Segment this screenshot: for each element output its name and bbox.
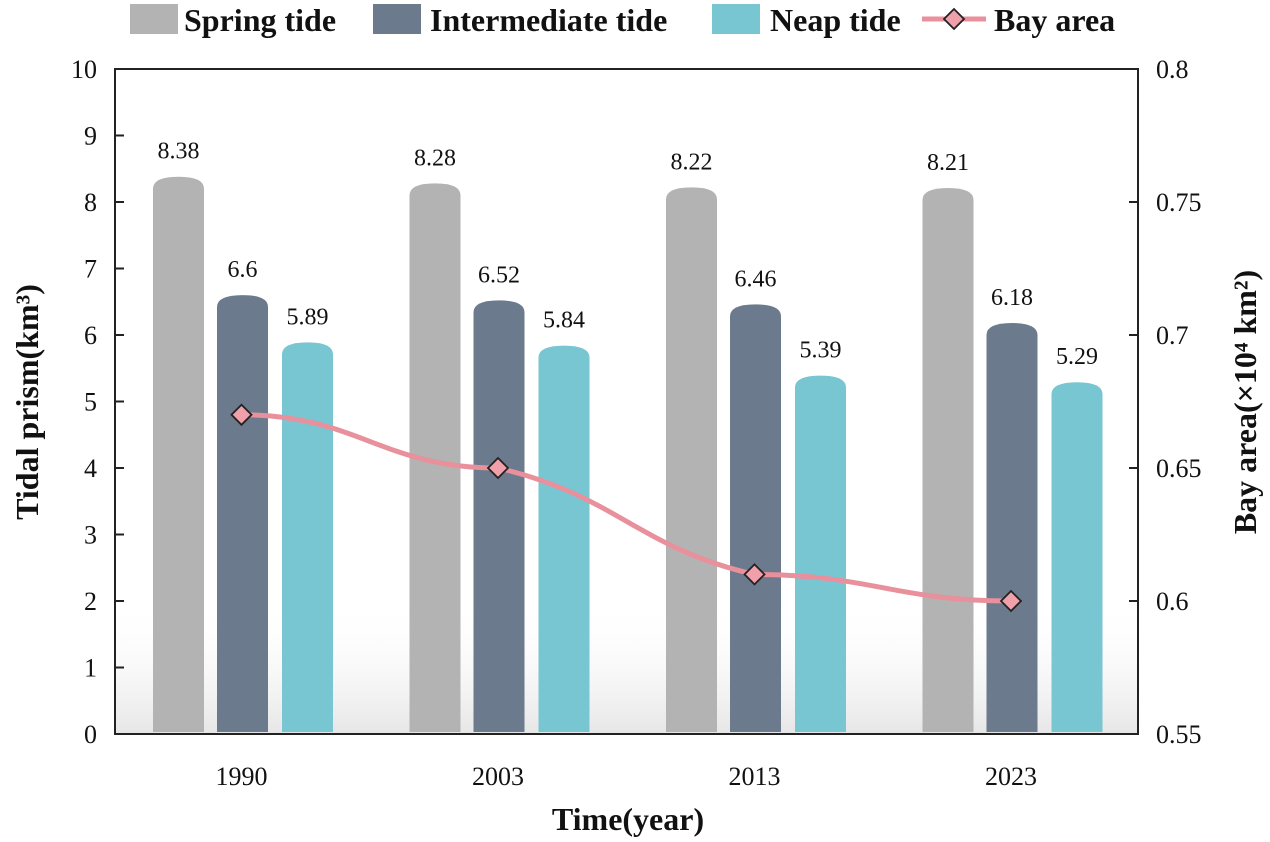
y-tick-label-9: 9 — [84, 122, 97, 151]
y-tick-label-8: 8 — [84, 188, 97, 217]
y-tick-label-2: 2 — [84, 587, 97, 616]
bar-neap-tide-2023 — [1051, 382, 1103, 732]
legend-label-bay-area: Bay area — [994, 2, 1115, 38]
data-label-neap-tide-2023: 5.29 — [1056, 344, 1098, 370]
floor-shadow — [116, 600, 1137, 734]
legend-swatch-spring-tide — [130, 4, 178, 34]
y-tick-label-7: 7 — [84, 255, 97, 284]
legend-item-neap-tide: Neap tide — [712, 2, 901, 38]
x-tick-label-2023: 2023 — [985, 762, 1037, 791]
bar-intermediate-tide-1990 — [217, 295, 268, 732]
bar-neap-tide-2013 — [795, 375, 846, 732]
data-label-spring-tide-2003: 8.28 — [414, 145, 456, 171]
bar-neap-tide-1990 — [282, 342, 333, 732]
bar-intermediate-tide-2003 — [473, 300, 525, 732]
data-label-spring-tide-2023: 8.21 — [927, 150, 969, 176]
marker-bay-area-1990 — [230, 403, 253, 427]
legend-item-spring-tide: Spring tide — [130, 2, 336, 38]
bar-spring-tide-1990 — [153, 176, 204, 733]
y2-tick-label-0-6: 0.6 — [1156, 587, 1189, 616]
x-axis-title: Time(year) — [552, 801, 704, 837]
legend-label-spring-tide: Spring tide — [184, 2, 336, 38]
data-label-neap-tide-2003: 5.84 — [543, 308, 585, 334]
marker-bay-area-2023 — [999, 589, 1023, 613]
y2-tick-label-0-55: 0.55 — [1156, 720, 1202, 749]
bar-neap-tide-2003 — [538, 345, 590, 732]
y2-tick-label-0-7: 0.7 — [1156, 321, 1189, 350]
y-axis-right-title: Bay area(×10⁴ km²) — [1227, 270, 1263, 534]
bar-spring-tide-2023 — [922, 188, 974, 732]
bar-spring-tide-2013 — [666, 187, 717, 732]
bar-spring-tide-2003 — [409, 183, 461, 732]
y2-tick-label-0-8: 0.8 — [1156, 55, 1189, 84]
y2-tick-label-0-75: 0.75 — [1156, 188, 1202, 217]
y-tick-label-6: 6 — [84, 321, 97, 350]
y-axis-right-ticks: 0.55 0.6 0.65 0.7 0.75 0.8 — [1129, 55, 1202, 749]
legend-label-neap-tide: Neap tide — [770, 2, 901, 38]
legend: Spring tide Intermediate tide Neap tide Bay… — [130, 2, 1115, 38]
x-axis-ticks: 1990 2003 2013 2023 — [216, 762, 1038, 791]
y-tick-label-4: 4 — [84, 454, 97, 483]
y-tick-label-1: 1 — [84, 654, 97, 683]
data-label-neap-tide-1990: 5.89 — [287, 304, 329, 330]
y-axis-left-ticks: 0 1 2 3 4 5 6 7 8 9 10 — [71, 55, 124, 749]
legend-label-intermediate-tide: Intermediate tide — [430, 2, 667, 38]
y-tick-label-10: 10 — [71, 55, 97, 84]
marker-bay-area-2003 — [486, 456, 510, 480]
bar-intermediate-tide-2023 — [986, 323, 1038, 732]
legend-item-bay-area: Bay area — [922, 2, 1115, 38]
plot-floor-shading — [116, 600, 1137, 734]
legend-marker-bay-area — [942, 7, 966, 31]
legend-swatch-neap-tide — [712, 4, 760, 34]
data-label-intermediate-tide-2023: 6.18 — [991, 285, 1033, 311]
y-tick-label-3: 3 — [84, 521, 97, 550]
y2-tick-label-0-65: 0.65 — [1156, 454, 1202, 483]
line-bay-area — [239, 412, 1014, 604]
x-tick-label-2003: 2003 — [472, 762, 524, 791]
y-axis-left-title: Tidal prism(km³) — [9, 284, 45, 520]
data-label-intermediate-tide-1990: 6.6 — [228, 257, 258, 283]
data-label-spring-tide-1990: 8.38 — [158, 139, 200, 165]
legend-swatch-intermediate-tide — [373, 4, 421, 34]
y-tick-label-5: 5 — [84, 388, 97, 417]
legend-item-intermediate-tide: Intermediate tide — [373, 2, 667, 38]
x-tick-label-1990: 1990 — [216, 762, 268, 791]
data-label-intermediate-tide-2003: 6.52 — [478, 262, 520, 288]
x-tick-label-2013: 2013 — [729, 762, 781, 791]
bars-layer — [153, 176, 1103, 733]
bay-area-line-layer — [230, 403, 1023, 613]
data-label-spring-tide-2013: 8.22 — [671, 149, 713, 175]
y-tick-label-0: 0 — [84, 720, 97, 749]
data-label-intermediate-tide-2013: 6.46 — [735, 266, 777, 292]
marker-bay-area-2013 — [743, 563, 766, 586]
bar-intermediate-tide-2013 — [730, 304, 781, 732]
data-label-neap-tide-2013: 5.39 — [800, 338, 842, 364]
data-labels-layer: 8.38 8.28 8.22 8.21 6.6 6.52 6.46 6.18 5.89 5.84 5… — [158, 139, 1099, 370]
